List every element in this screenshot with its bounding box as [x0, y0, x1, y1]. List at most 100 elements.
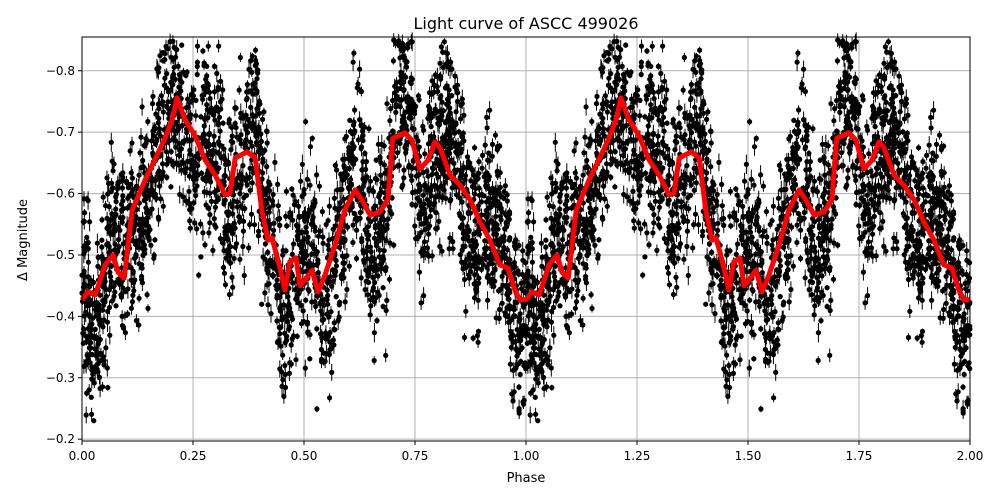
data-point — [408, 115, 414, 121]
data-point — [204, 171, 210, 177]
data-point — [721, 215, 727, 222]
data-point — [351, 119, 357, 125]
data-point — [463, 308, 469, 314]
data-point — [909, 209, 915, 215]
data-point — [855, 126, 861, 132]
data-point — [435, 115, 441, 122]
data-point — [955, 389, 961, 395]
data-point — [475, 280, 482, 286]
data-point — [823, 141, 829, 147]
data-point — [399, 124, 405, 130]
data-point — [661, 128, 667, 134]
data-point — [827, 352, 833, 358]
data-point — [924, 152, 930, 158]
data-point — [517, 347, 524, 353]
data-point — [929, 172, 935, 178]
data-point — [153, 177, 159, 183]
data-point — [724, 377, 730, 383]
data-point — [615, 64, 621, 70]
data-point — [732, 361, 738, 367]
data-point — [155, 120, 161, 126]
data-point — [358, 144, 365, 150]
data-point — [890, 112, 896, 118]
data-point — [459, 199, 465, 205]
data-point — [594, 93, 600, 99]
data-point — [748, 176, 754, 182]
data-point — [948, 282, 954, 289]
data-point — [344, 172, 350, 178]
data-point — [519, 326, 525, 333]
data-point — [102, 278, 108, 284]
data-point — [827, 264, 833, 271]
data-point — [339, 186, 345, 192]
data-point — [718, 277, 724, 283]
data-point — [146, 192, 152, 198]
data-point — [92, 369, 98, 375]
data-point — [675, 255, 681, 262]
data-point — [775, 326, 781, 332]
data-point — [726, 362, 732, 369]
data-point — [471, 172, 477, 178]
data-point — [89, 376, 95, 382]
data-point — [758, 172, 764, 178]
data-point — [275, 181, 281, 187]
data-point — [288, 313, 294, 319]
data-point — [196, 156, 202, 162]
data-point — [599, 170, 605, 177]
data-point — [110, 168, 116, 174]
data-point — [264, 267, 270, 273]
data-point — [804, 128, 810, 134]
data-point — [367, 312, 373, 318]
data-point — [226, 120, 232, 126]
data-point — [253, 61, 259, 67]
data-point — [920, 170, 926, 176]
data-point — [105, 385, 111, 391]
data-point — [838, 93, 844, 99]
data-point — [111, 161, 117, 167]
data-point — [119, 292, 125, 298]
data-point — [387, 208, 393, 214]
data-point — [249, 143, 255, 149]
data-point — [724, 252, 730, 258]
data-point — [726, 371, 732, 378]
data-point — [249, 180, 255, 186]
data-point — [206, 230, 212, 236]
data-point — [647, 89, 653, 95]
data-point — [845, 54, 851, 60]
data-point — [242, 138, 249, 144]
data-point — [833, 195, 839, 201]
data-point — [92, 326, 98, 332]
data-point — [801, 117, 807, 123]
data-point — [398, 77, 404, 83]
data-point — [821, 154, 827, 160]
data-point — [598, 136, 604, 142]
data-point — [468, 255, 475, 261]
data-point — [181, 138, 187, 144]
data-point — [107, 269, 113, 276]
data-point — [777, 263, 784, 269]
data-point — [304, 176, 310, 182]
data-point — [484, 125, 490, 131]
data-point — [769, 218, 775, 224]
data-point — [529, 274, 535, 280]
data-point — [883, 248, 889, 254]
data-point — [937, 198, 943, 204]
data-point — [680, 87, 686, 93]
data-point — [733, 336, 739, 342]
data-point — [796, 128, 802, 134]
data-point — [288, 361, 294, 367]
data-point — [516, 406, 522, 412]
data-point — [885, 187, 891, 193]
data-point — [777, 223, 783, 229]
data-point — [543, 237, 549, 243]
data-point — [483, 245, 489, 251]
data-point — [823, 265, 829, 271]
data-point — [320, 234, 326, 240]
data-point — [682, 181, 688, 187]
data-point — [695, 222, 702, 228]
data-point — [111, 221, 118, 227]
data-point — [644, 230, 650, 236]
data-point — [813, 255, 819, 261]
data-point — [435, 185, 441, 191]
data-point — [550, 304, 557, 311]
